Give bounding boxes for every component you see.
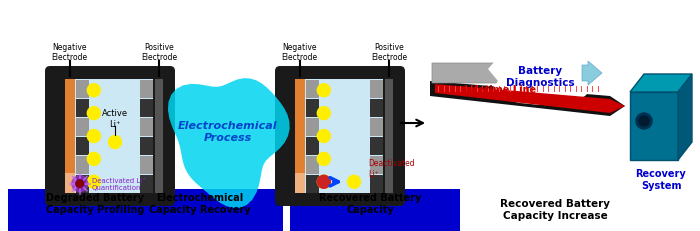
Text: Active
Li⁺: Active Li⁺	[102, 109, 128, 128]
Circle shape	[317, 84, 330, 97]
Polygon shape	[430, 82, 625, 116]
Text: Electrochemical
Capacity Recovery: Electrochemical Capacity Recovery	[149, 192, 251, 214]
Text: Battery
Diagnostics: Battery Diagnostics	[505, 66, 574, 87]
Bar	[66, 79, 153, 193]
Polygon shape	[168, 79, 290, 208]
Bar	[370, 137, 383, 155]
Bar	[306, 175, 318, 193]
Circle shape	[88, 107, 100, 120]
Bar	[370, 175, 383, 193]
Text: Deactivated
Li⁺: Deactivated Li⁺	[368, 159, 414, 178]
Text: Degraded Battery
Capacity Profiling: Degraded Battery Capacity Profiling	[46, 192, 144, 214]
Text: Recovered Battery
Capacity: Recovered Battery Capacity	[318, 192, 421, 214]
Bar	[65, 173, 75, 193]
FancyArrow shape	[432, 59, 584, 89]
Bar	[65, 79, 75, 193]
Bar	[306, 137, 318, 155]
Text: Recovery
System: Recovery System	[636, 168, 687, 190]
Circle shape	[639, 116, 649, 126]
Circle shape	[317, 130, 330, 143]
Bar	[370, 119, 383, 137]
Bar	[370, 99, 383, 117]
Circle shape	[88, 176, 100, 188]
Circle shape	[317, 153, 330, 166]
Text: Lifetime Line: Lifetime Line	[464, 85, 536, 94]
Bar	[385, 79, 393, 193]
Text: Positive
Electrode: Positive Electrode	[371, 43, 407, 62]
Bar	[306, 156, 318, 174]
Bar	[295, 79, 304, 193]
Bar	[297, 79, 383, 193]
Bar	[370, 156, 383, 174]
Text: Electrochemical
Process: Electrochemical Process	[178, 121, 278, 142]
Circle shape	[108, 136, 122, 149]
FancyArrow shape	[582, 62, 602, 86]
Text: Negative
Electrode: Negative Electrode	[52, 43, 88, 62]
Bar	[140, 80, 153, 98]
Polygon shape	[630, 75, 692, 93]
Circle shape	[347, 176, 360, 188]
Text: Recovered Battery
Capacity Increase: Recovered Battery Capacity Increase	[500, 198, 610, 220]
Bar	[76, 175, 89, 193]
Circle shape	[636, 113, 652, 129]
Circle shape	[72, 176, 88, 192]
Bar	[290, 189, 460, 231]
Bar	[76, 137, 89, 155]
Bar	[295, 173, 304, 193]
Bar	[140, 156, 153, 174]
Text: Positive
Electrode: Positive Electrode	[141, 43, 177, 62]
FancyBboxPatch shape	[45, 67, 175, 206]
Bar	[630, 93, 678, 160]
Polygon shape	[678, 75, 692, 160]
Circle shape	[317, 107, 330, 120]
Circle shape	[88, 153, 100, 166]
Bar	[306, 119, 318, 137]
Circle shape	[317, 176, 330, 188]
Bar	[306, 80, 318, 98]
Bar	[76, 80, 89, 98]
Bar	[140, 99, 153, 117]
Circle shape	[76, 180, 84, 188]
Bar	[76, 156, 89, 174]
Bar	[140, 119, 153, 137]
FancyBboxPatch shape	[275, 67, 405, 206]
Bar	[76, 119, 89, 137]
Circle shape	[317, 176, 330, 188]
Text: Negative
Electrode: Negative Electrode	[281, 43, 318, 62]
Bar	[76, 99, 89, 117]
Polygon shape	[435, 85, 625, 113]
Polygon shape	[488, 52, 595, 106]
Bar	[8, 189, 283, 231]
Circle shape	[88, 84, 100, 97]
Circle shape	[76, 180, 83, 187]
Bar	[140, 137, 153, 155]
Text: Deactivated Li⁺
Quantification: Deactivated Li⁺ Quantification	[92, 177, 146, 190]
Circle shape	[88, 130, 100, 143]
Bar	[370, 80, 383, 98]
Bar	[140, 175, 153, 193]
Bar	[155, 79, 163, 193]
Bar	[306, 99, 318, 117]
